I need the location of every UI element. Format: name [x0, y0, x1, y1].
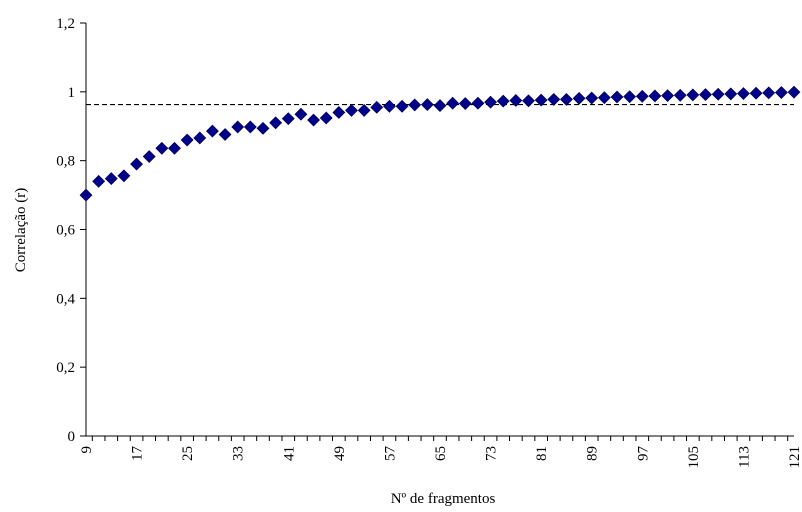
data-point — [142, 150, 156, 163]
data-point — [661, 89, 674, 103]
data-point — [408, 98, 422, 112]
data-point — [522, 94, 535, 108]
data-point — [673, 88, 687, 102]
data-point — [623, 90, 637, 104]
y-tick-label: 0,6 — [56, 223, 75, 239]
data-point — [471, 96, 485, 110]
y-tick-label: 0,2 — [56, 360, 75, 376]
data-point — [585, 91, 599, 105]
data-point — [572, 91, 586, 105]
x-tick-label: 65 — [433, 446, 449, 461]
tick-labels: 0 0,2 0,4 0,6 0,8 1 1,2 9 17 25 33 41 49 57 65 73 81 89 97… — [56, 16, 802, 469]
data-point — [534, 93, 548, 107]
x-axis-title: Nº de fragmentos — [391, 491, 496, 507]
data-point — [560, 92, 573, 106]
x-tick-label: 57 — [382, 446, 398, 462]
data-point — [433, 99, 447, 113]
x-tick-label: 73 — [484, 446, 500, 461]
data-point — [762, 86, 776, 100]
data-point — [749, 86, 763, 100]
data-point — [395, 99, 409, 113]
data-point — [699, 88, 712, 102]
data-point — [610, 90, 624, 104]
data-point — [370, 100, 384, 114]
data-point — [787, 85, 801, 99]
data-point — [231, 120, 245, 134]
data-point — [269, 116, 283, 130]
data-point — [256, 121, 270, 135]
data-point — [724, 87, 738, 101]
data-point — [711, 87, 725, 101]
x-tick-label: 25 — [180, 446, 196, 461]
data-point — [345, 103, 358, 117]
data-point — [206, 124, 219, 138]
data-point — [130, 157, 143, 171]
data-point — [79, 188, 93, 202]
data-point — [307, 113, 320, 127]
data-point — [180, 133, 194, 147]
data-point — [509, 94, 523, 107]
data-point — [92, 174, 106, 188]
axes — [80, 22, 794, 441]
data-points — [79, 85, 801, 202]
data-point — [243, 120, 257, 134]
y-tick-label: 0,8 — [56, 154, 75, 170]
data-point — [383, 99, 396, 113]
x-tick-label: 89 — [585, 446, 601, 461]
data-point — [635, 89, 649, 103]
x-tick-label: 33 — [231, 446, 247, 461]
x-tick-label: 113 — [736, 446, 752, 468]
data-point — [597, 91, 611, 105]
x-tick-label: 105 — [686, 446, 702, 469]
data-point — [117, 169, 131, 183]
data-point — [496, 94, 510, 108]
data-point — [294, 107, 308, 121]
data-point — [458, 97, 472, 110]
data-point — [446, 96, 460, 110]
data-point — [737, 87, 750, 100]
x-tick-label: 9 — [79, 446, 95, 454]
y-tick-label: 1,2 — [56, 16, 75, 32]
x-tick-label: 81 — [534, 446, 550, 461]
data-point — [281, 112, 295, 126]
y-tick-label: 1 — [68, 85, 76, 101]
data-point — [332, 106, 346, 119]
data-point — [155, 141, 169, 155]
y-tick-label: 0 — [68, 429, 76, 445]
data-point — [648, 89, 662, 103]
x-tick-label: 97 — [635, 446, 651, 462]
data-point — [218, 128, 232, 141]
data-point — [547, 92, 561, 106]
data-point — [420, 98, 434, 111]
x-tick-label: 121 — [787, 446, 802, 469]
y-tick-label: 0,4 — [56, 291, 75, 307]
y-axis-title: Correlação (r) — [13, 188, 29, 273]
x-tick-label: 41 — [281, 446, 297, 461]
data-point — [193, 131, 207, 145]
data-point — [484, 95, 497, 109]
data-point — [104, 172, 118, 185]
data-point — [686, 88, 700, 102]
data-point — [774, 86, 788, 99]
x-tick-label: 49 — [332, 446, 348, 461]
x-tick-label: 17 — [130, 446, 146, 462]
data-point — [319, 111, 333, 125]
data-point — [357, 103, 371, 117]
data-point — [168, 141, 181, 155]
